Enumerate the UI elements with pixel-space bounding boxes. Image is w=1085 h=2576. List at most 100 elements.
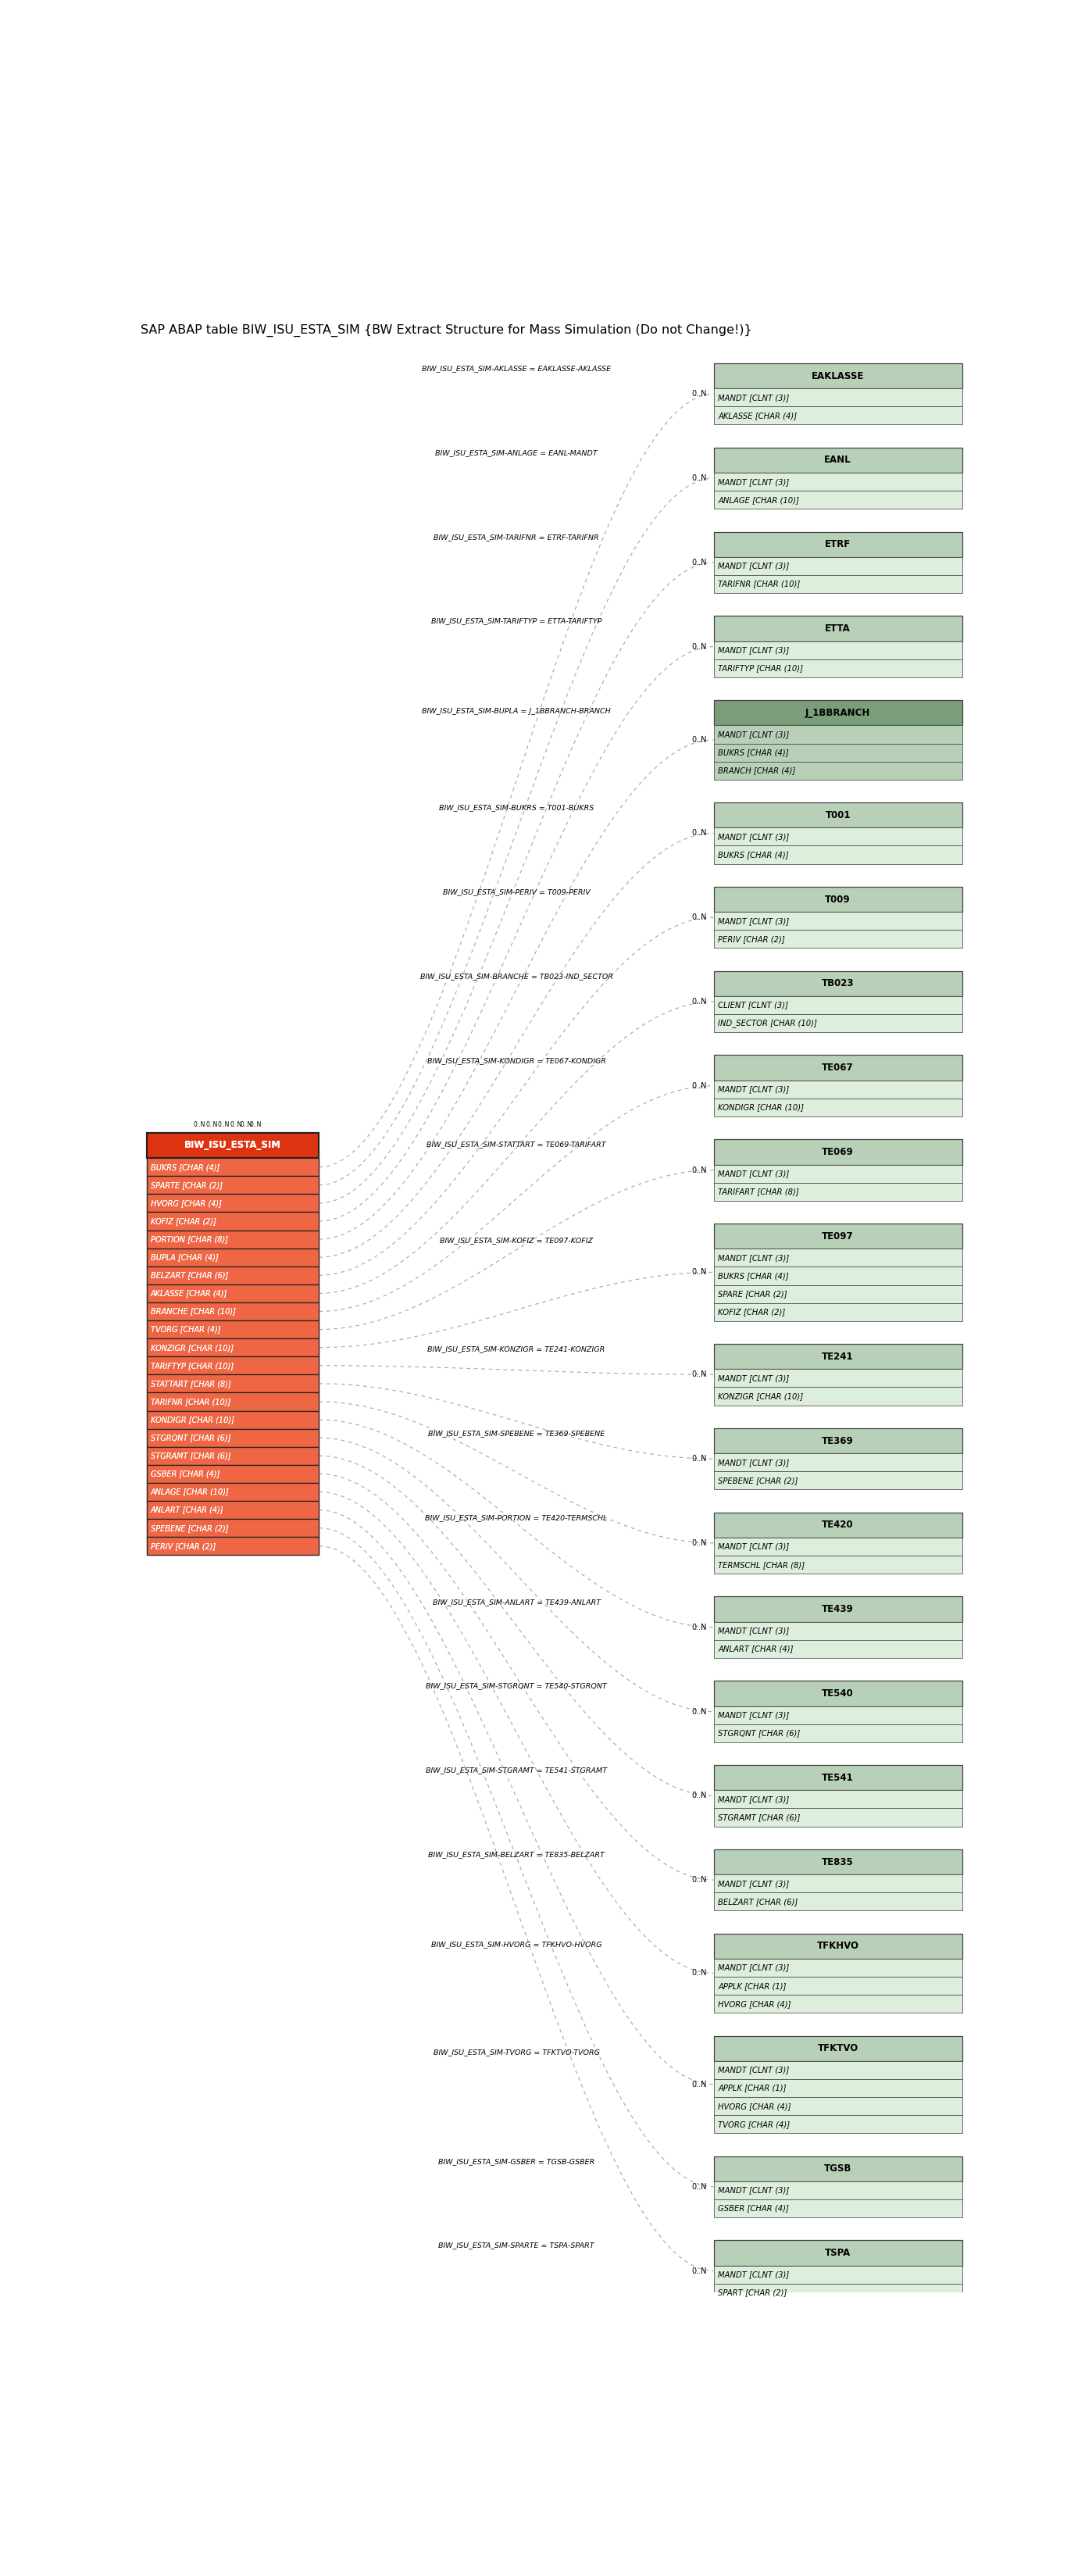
FancyBboxPatch shape [146,1133,319,1159]
FancyBboxPatch shape [714,641,962,659]
Text: TFKHVO: TFKHVO [817,1942,859,1950]
FancyBboxPatch shape [146,1430,319,1448]
Text: 0..N: 0..N [691,2081,706,2089]
Text: BIW_ISU_ESTA_SIM: BIW_ISU_ESTA_SIM [184,1141,281,1151]
FancyBboxPatch shape [714,1680,962,1705]
Text: BUKRS [CHAR (4)]: BUKRS [CHAR (4)] [151,1164,219,1172]
Text: BIW_ISU_ESTA_SIM-PERIV = T009-PERIV: BIW_ISU_ESTA_SIM-PERIV = T009-PERIV [443,889,590,896]
FancyBboxPatch shape [146,1303,319,1321]
FancyBboxPatch shape [146,1538,319,1556]
FancyBboxPatch shape [714,1182,962,1200]
Text: MANDT [CLNT (3)]: MANDT [CLNT (3)] [718,1255,789,1262]
FancyBboxPatch shape [146,1267,319,1285]
Text: APPLK [CHAR (1)]: APPLK [CHAR (1)] [718,1981,787,1989]
FancyBboxPatch shape [146,1249,319,1267]
Text: 0..N: 0..N [230,1121,242,1128]
Text: SPARTE [CHAR (2)]: SPARTE [CHAR (2)] [151,1182,222,1190]
FancyBboxPatch shape [714,2200,962,2218]
Text: 0..N: 0..N [691,2267,706,2275]
Text: MANDT [CLNT (3)]: MANDT [CLNT (3)] [718,1084,789,1092]
Text: 0..N: 0..N [691,1167,706,1175]
Text: EAKLASSE: EAKLASSE [812,371,864,381]
Text: T009: T009 [825,894,851,904]
FancyBboxPatch shape [714,912,962,930]
Text: 0..N: 0..N [691,997,706,1005]
FancyBboxPatch shape [146,1159,319,1177]
Text: ETTA: ETTA [825,623,851,634]
Text: BIW_ISU_ESTA_SIM-PORTION = TE420-TERMSCHL: BIW_ISU_ESTA_SIM-PORTION = TE420-TERMSCH… [425,1515,608,1522]
Text: 0..N: 0..N [691,1082,706,1090]
FancyBboxPatch shape [714,2156,962,2182]
FancyBboxPatch shape [714,616,962,641]
Text: BIW_ISU_ESTA_SIM-KOFIZ = TE097-KOFIZ: BIW_ISU_ESTA_SIM-KOFIZ = TE097-KOFIZ [439,1236,593,1244]
Text: J_1BBRANCH: J_1BBRANCH [805,708,870,719]
Text: BIW_ISU_ESTA_SIM-SPARTE = TSPA-SPART: BIW_ISU_ESTA_SIM-SPARTE = TSPA-SPART [438,2241,595,2249]
Text: 0..N: 0..N [691,914,706,922]
Text: ANLAGE [CHAR (10)]: ANLAGE [CHAR (10)] [151,1489,229,1497]
Text: TARIFNR [CHAR (10)]: TARIFNR [CHAR (10)] [151,1399,231,1406]
Text: 0..N: 0..N [691,737,706,744]
Text: AKLASSE [CHAR (4)]: AKLASSE [CHAR (4)] [151,1291,228,1298]
FancyBboxPatch shape [714,474,962,492]
FancyBboxPatch shape [714,1958,962,1976]
FancyBboxPatch shape [146,1303,319,1321]
Text: PORTION [CHAR (8)]: PORTION [CHAR (8)] [151,1236,228,1244]
Text: BIW_ISU_ESTA_SIM-BUPLA = J_1BBRANCH-BRANCH: BIW_ISU_ESTA_SIM-BUPLA = J_1BBRANCH-BRAN… [422,708,611,714]
FancyBboxPatch shape [714,1641,962,1659]
FancyBboxPatch shape [146,1133,319,1159]
FancyBboxPatch shape [714,1875,962,1893]
Text: KOFIZ [CHAR (2)]: KOFIZ [CHAR (2)] [151,1218,216,1226]
Text: MANDT [CLNT (3)]: MANDT [CLNT (3)] [718,647,789,654]
FancyBboxPatch shape [146,1430,319,1448]
FancyBboxPatch shape [714,845,962,863]
Text: GSBER [CHAR (4)]: GSBER [CHAR (4)] [718,2205,789,2213]
Text: 0..N: 0..N [250,1121,261,1128]
FancyBboxPatch shape [714,1994,962,2012]
Text: TERMSCHL [CHAR (8)]: TERMSCHL [CHAR (8)] [718,1561,805,1569]
Text: GSBER [CHAR (4)]: GSBER [CHAR (4)] [151,1471,220,1479]
Text: ANLART [CHAR (4)]: ANLART [CHAR (4)] [151,1507,224,1515]
FancyBboxPatch shape [714,1303,962,1321]
Text: PORTION [CHAR (8)]: PORTION [CHAR (8)] [151,1236,228,1244]
Text: STATTART [CHAR (8)]: STATTART [CHAR (8)] [151,1381,231,1388]
Text: BUPLA [CHAR (4)]: BUPLA [CHAR (4)] [151,1255,218,1262]
FancyBboxPatch shape [714,1471,962,1489]
FancyBboxPatch shape [714,762,962,781]
FancyBboxPatch shape [714,2282,962,2303]
Text: TE540: TE540 [822,1687,854,1698]
FancyBboxPatch shape [714,1015,962,1033]
FancyBboxPatch shape [714,1723,962,1741]
FancyBboxPatch shape [146,1195,319,1213]
Text: 0..N: 0..N [691,1793,706,1801]
FancyBboxPatch shape [714,2115,962,2133]
Text: BIW_ISU_ESTA_SIM-STGRAMT = TE541-STGRAMT: BIW_ISU_ESTA_SIM-STGRAMT = TE541-STGRAMT [425,1767,607,1775]
Text: TARIFNR [CHAR (10)]: TARIFNR [CHAR (10)] [151,1399,231,1406]
FancyBboxPatch shape [714,1556,962,1574]
Text: BIW_ISU_ESTA_SIM-GSBER = TGSB-GSBER: BIW_ISU_ESTA_SIM-GSBER = TGSB-GSBER [438,2159,595,2164]
FancyBboxPatch shape [714,659,962,677]
FancyBboxPatch shape [146,1358,319,1376]
Text: BELZART [CHAR (6)]: BELZART [CHAR (6)] [151,1273,228,1280]
FancyBboxPatch shape [714,744,962,762]
FancyBboxPatch shape [714,2241,962,2264]
FancyBboxPatch shape [714,556,962,574]
Text: STGRQNT [CHAR (6)]: STGRQNT [CHAR (6)] [151,1435,231,1443]
FancyBboxPatch shape [714,2182,962,2200]
Text: BUKRS [CHAR (4)]: BUKRS [CHAR (4)] [718,750,789,757]
FancyBboxPatch shape [714,886,962,912]
Text: HVORG [CHAR (4)]: HVORG [CHAR (4)] [718,2102,791,2110]
Text: STATTART [CHAR (8)]: STATTART [CHAR (8)] [151,1381,231,1388]
Text: MANDT [CLNT (3)]: MANDT [CLNT (3)] [718,1880,789,1888]
FancyBboxPatch shape [714,1512,962,1538]
Text: TE067: TE067 [822,1064,854,1072]
Text: TSPA: TSPA [825,2249,851,2259]
Text: MANDT [CLNT (3)]: MANDT [CLNT (3)] [718,1795,789,1803]
Text: MANDT [CLNT (3)]: MANDT [CLNT (3)] [718,732,789,739]
Text: KONZIGR [CHAR (10)]: KONZIGR [CHAR (10)] [718,1394,803,1401]
Text: BUKRS [CHAR (4)]: BUKRS [CHAR (4)] [151,1164,219,1172]
Text: 0..N: 0..N [691,389,706,397]
FancyBboxPatch shape [714,2264,962,2282]
Text: MANDT [CLNT (3)]: MANDT [CLNT (3)] [718,832,789,840]
Text: PERIV [CHAR (2)]: PERIV [CHAR (2)] [151,1543,216,1551]
FancyBboxPatch shape [714,2079,962,2097]
